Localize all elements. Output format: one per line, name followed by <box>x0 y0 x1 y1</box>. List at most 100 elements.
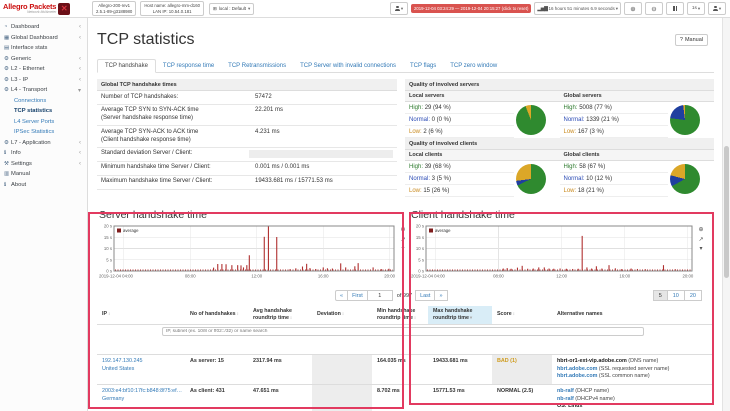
sidebar-item-about[interactable]: ℹAbout <box>0 180 87 191</box>
device-version: 2.5.1-89-g3188980 <box>96 9 132 15</box>
sidebar-item-l3-ip[interactable]: ⚙L3 - IP‹ <box>0 75 87 86</box>
svg-text:12:00: 12:00 <box>251 274 262 279</box>
zoom-in-button[interactable]: ⊕ <box>624 2 642 15</box>
expand-icon[interactable]: ↗ <box>400 236 405 243</box>
column-header-ip[interactable]: IP↕ <box>97 306 185 324</box>
quality-subtitle-global-clients: Global clients <box>560 150 715 161</box>
gear-icon: ⚙ <box>4 87 11 93</box>
country-link[interactable]: United States <box>102 366 183 374</box>
column-header-deviation[interactable]: Deviation↕ <box>312 306 372 324</box>
grid-icon: ▦ <box>4 35 11 41</box>
alt-name-link[interactable]: nb-ralf <box>557 388 574 394</box>
ip-cell: 192.147.130.245United States <box>97 354 185 384</box>
svg-text:average: average <box>123 228 139 233</box>
interface-select[interactable]: ⊞ local : Default ▾ <box>209 3 254 15</box>
sidebar-item-tcp-statistics[interactable]: TCP statistics <box>0 106 87 117</box>
tab-tcp-zero-window[interactable]: TCP zero window <box>443 60 504 72</box>
column-header-no-of-handshakes[interactable]: No of handshakes↕ <box>185 306 248 324</box>
sidebar-item-ipsec-statistics[interactable]: IPSec Statistics <box>0 127 87 138</box>
alt-name-link[interactable]: hbrt.adobe.com <box>557 373 597 379</box>
table-search-input[interactable] <box>162 327 644 336</box>
page-size-10-button[interactable]: 10 <box>667 290 685 301</box>
info-circle-icon: ℹ <box>4 182 11 188</box>
download-chevron-icon[interactable]: ▾ <box>699 245 702 252</box>
sidebar-item-manual[interactable]: ▥Manual <box>0 169 87 180</box>
deviation-cell <box>312 384 372 411</box>
sidebar-item-l4-transport[interactable]: ⚙L4 - Transport▾ <box>0 85 87 96</box>
account-menu-button[interactable]: ▾ <box>708 2 726 15</box>
scrollbar-thumb[interactable] <box>724 146 729 278</box>
client-handshake-chart[interactable]: 20 s15 s10 s5 s0 s2019-12-04 04:0008:001… <box>409 224 696 284</box>
duration-select[interactable]: ▂▅▇ 16 hours 51 minutes 6.9 seconds ▾ <box>534 2 621 15</box>
quality-low-row: Low: 15 (26 %) <box>405 185 514 197</box>
tab-tcp-retransmissions[interactable]: TCP Retransmissions <box>221 60 293 72</box>
column-header-avg-handshake[interactable]: Avg handshakeroundtrip time↕ <box>248 306 312 324</box>
tab-tcp-flags[interactable]: TCP flags <box>403 60 443 72</box>
next-page-button[interactable]: » <box>434 290 447 301</box>
quality-high-row: High: 58 (67 %) <box>560 161 669 173</box>
sidebar-item-dashboard[interactable]: ◔Dashboard‹ <box>0 22 87 33</box>
country-link[interactable]: Germany <box>102 396 183 404</box>
global-handshake-section: Global TCP handshake times Number of TCP… <box>97 79 397 197</box>
tab-tcp-response-time[interactable]: TCP response time <box>156 60 221 72</box>
pie-chart-local-clients <box>516 164 546 194</box>
tabs: TCP handshakeTCP response timeTCP Retran… <box>97 59 714 73</box>
pie-chart-global-clients <box>670 164 700 194</box>
tab-tcp-handshake[interactable]: TCP handshake <box>97 59 156 73</box>
expand-icon[interactable]: ↗ <box>698 236 703 243</box>
sidebar-item-l2-ethernet[interactable]: ⚙L2 - Ethernet‹ <box>0 64 87 75</box>
client-chart-title: Client handshake time <box>411 209 714 221</box>
last-page-button[interactable]: Last <box>415 290 435 301</box>
svg-text:20 s: 20 s <box>104 224 112 229</box>
column-header-alternative-names[interactable]: Alternative names <box>552 306 714 324</box>
global-handshake-title: Global TCP handshake times <box>97 79 397 91</box>
time-range-badge[interactable]: 2019-12-04 03:24:29 — 2019-12-04 20:15:2… <box>411 4 531 13</box>
column-header-min-handshake[interactable]: Min handshakeroundtrip time↕ <box>372 306 428 324</box>
sidebar-item-settings[interactable]: ⚒Settings‹ <box>0 159 87 170</box>
sidebar-item-global-dashboard[interactable]: ▦Global Dashboard‹ <box>0 33 87 44</box>
zoom-icon[interactable]: ⊕ <box>698 226 703 233</box>
zoom-icon[interactable]: ⊕ <box>400 226 405 233</box>
page-size-5-button[interactable]: 5 <box>653 290 668 301</box>
ip-link[interactable]: 2003:e4:bf10:17fc:b848:8f75:ef9a:9d87 <box>102 388 183 396</box>
page-number-input[interactable] <box>367 290 393 301</box>
pause-button[interactable] <box>666 2 684 15</box>
handshake-table: IP↕No of handshakes↕Avg handshakeroundtr… <box>97 306 714 411</box>
quality-servers: Quality of involved serversLocal servers… <box>405 79 714 138</box>
svg-text:2019-12-04 04:00: 2019-12-04 04:00 <box>99 274 134 279</box>
sidebar-item-l7-application[interactable]: ⚙L7 - Application‹ <box>0 138 87 149</box>
interval-select[interactable]: 1s ▾ <box>687 2 705 15</box>
score-cell: BAD (1) <box>492 354 552 384</box>
user-menu-button[interactable]: ▾ <box>390 2 408 15</box>
first-page-button[interactable]: First <box>347 290 368 301</box>
column-header-max-handshake[interactable]: Max handshakeroundtrip time▾ <box>428 306 492 324</box>
ip-link[interactable]: 192.147.130.245 <box>102 358 183 366</box>
wrench-icon: ⚒ <box>4 161 11 167</box>
table-row: 192.147.130.245United StatesAs server: 1… <box>97 354 714 384</box>
zoom-out-button[interactable]: ⊖ <box>645 2 663 15</box>
sidebar-item-info[interactable]: ℹInfo‹ <box>0 148 87 159</box>
server-handshake-chart[interactable]: 20 s15 s10 s5 s0 s2019-12-04 04:0008:001… <box>97 224 398 284</box>
sidebar-item-interface-stats[interactable]: ▤Interface stats <box>0 43 87 54</box>
global-table-row: Average TCP SYN to SYN-ACK time(Server h… <box>97 105 397 127</box>
alt-name-link[interactable]: hbrt.adobe.com <box>557 366 597 372</box>
sidebar: ◔Dashboard‹▦Global Dashboard‹▤Interface … <box>0 18 88 411</box>
alternative-names-cell: nb-ralf (DHCP name)nb-ralf (DHCPv4 name)… <box>552 384 714 411</box>
sidebar-item-connections[interactable]: Connections <box>0 96 87 107</box>
svg-text:16:00: 16:00 <box>318 274 329 279</box>
sidebar-item-generic[interactable]: ⚙Generic‹ <box>0 54 87 65</box>
column-header-score[interactable]: Score↕ <box>492 306 552 324</box>
manual-button[interactable]: ? Manual <box>675 34 708 46</box>
download-chevron-icon[interactable]: ▾ <box>401 245 404 252</box>
vertical-scrollbar[interactable] <box>722 18 730 411</box>
page-size-20-button[interactable]: 20 <box>684 290 702 301</box>
logo: Allegro Packets Network Multimeter ✕ <box>0 3 88 15</box>
quality-col-local-clients: Local clientsHigh: 39 (68 %)Normal: 3 (5… <box>405 150 560 197</box>
chevron-left-icon: ‹ <box>79 56 83 62</box>
alt-name-link[interactable]: nb-ralf <box>557 396 574 402</box>
max-cell: 15771.53 ms <box>428 384 492 411</box>
sidebar-item-l4-server-ports[interactable]: L4 Server Ports <box>0 117 87 128</box>
main-content: TCP statistics ? Manual TCP handshakeTCP… <box>88 18 722 411</box>
global-handshake-table-body: Number of TCP handshakes:57472Average TC… <box>97 91 397 190</box>
tab-tcp-server-with-invalid-connections[interactable]: TCP Server with invalid connections <box>293 60 403 72</box>
